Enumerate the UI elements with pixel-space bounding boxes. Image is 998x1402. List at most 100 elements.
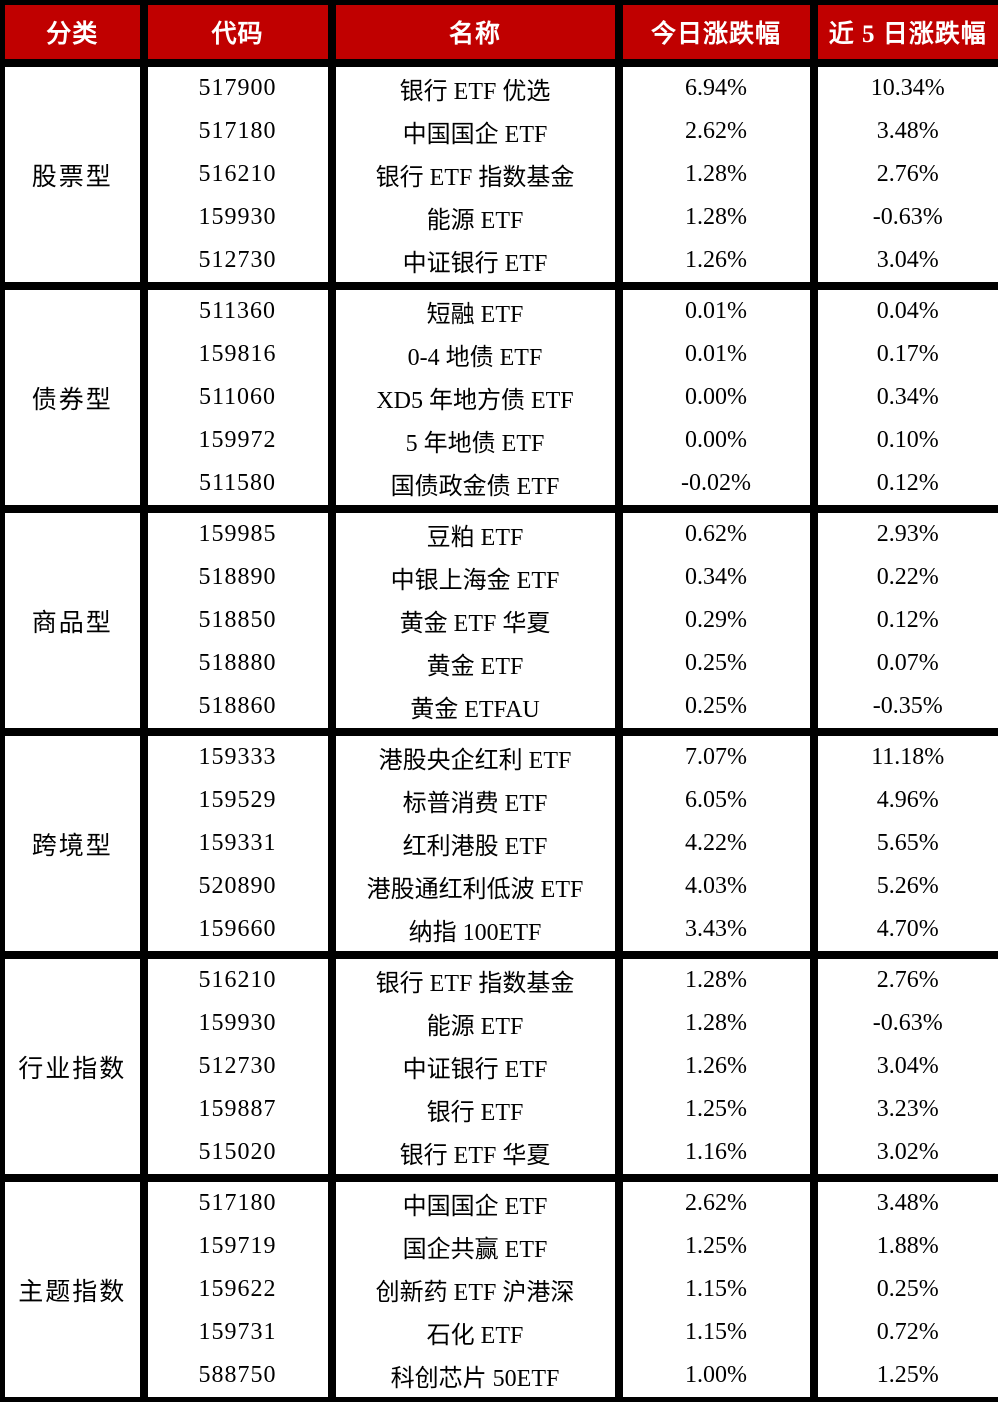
today-change-cell: 1.16% bbox=[619, 1131, 814, 1178]
today-change-cell: 1.15% bbox=[619, 1268, 814, 1311]
code-cell: 159972 bbox=[144, 419, 332, 462]
five-day-change-cell: 0.25% bbox=[814, 1268, 998, 1311]
column-header-code: 代码 bbox=[144, 3, 332, 64]
code-cell: 159622 bbox=[144, 1268, 332, 1311]
today-change-cell: 0.01% bbox=[619, 333, 814, 376]
name-cell: 0-4 地债 ETF bbox=[332, 333, 619, 376]
five-day-change-cell: 0.07% bbox=[814, 642, 998, 685]
code-cell: 159887 bbox=[144, 1088, 332, 1131]
column-header-name: 名称 bbox=[332, 3, 619, 64]
code-cell: 512730 bbox=[144, 239, 332, 286]
five-day-change-cell: 4.96% bbox=[814, 779, 998, 822]
five-day-change-cell: 3.48% bbox=[814, 1178, 998, 1225]
category-cell: 行业指数 bbox=[3, 955, 144, 1178]
five-day-change-cell: 0.10% bbox=[814, 419, 998, 462]
code-cell: 518860 bbox=[144, 685, 332, 732]
name-cell: 豆粕 ETF bbox=[332, 509, 619, 556]
name-cell: 纳指 100ETF bbox=[332, 908, 619, 955]
today-change-cell: 0.34% bbox=[619, 556, 814, 599]
column-header-category: 分类 bbox=[3, 3, 144, 64]
today-change-cell: 2.62% bbox=[619, 110, 814, 153]
today-change-cell: 4.22% bbox=[619, 822, 814, 865]
today-change-cell: 1.00% bbox=[619, 1354, 814, 1400]
code-cell: 159930 bbox=[144, 196, 332, 239]
today-change-cell: 1.28% bbox=[619, 955, 814, 1002]
column-header-today-change: 今日涨跌幅 bbox=[619, 3, 814, 64]
name-cell: 科创芯片 50ETF bbox=[332, 1354, 619, 1400]
today-change-cell: 6.05% bbox=[619, 779, 814, 822]
five-day-change-cell: 2.76% bbox=[814, 153, 998, 196]
today-change-cell: 3.43% bbox=[619, 908, 814, 955]
code-cell: 159816 bbox=[144, 333, 332, 376]
name-cell: 标普消费 ETF bbox=[332, 779, 619, 822]
five-day-change-cell: 1.25% bbox=[814, 1354, 998, 1400]
five-day-change-cell: 1.88% bbox=[814, 1225, 998, 1268]
name-cell: 能源 ETF bbox=[332, 1002, 619, 1045]
name-cell: 银行 ETF 指数基金 bbox=[332, 955, 619, 1002]
five-day-change-cell: 10.34% bbox=[814, 63, 998, 110]
today-change-cell: 0.25% bbox=[619, 642, 814, 685]
today-change-cell: 1.26% bbox=[619, 1045, 814, 1088]
five-day-change-cell: 4.70% bbox=[814, 908, 998, 955]
name-cell: 中证银行 ETF bbox=[332, 239, 619, 286]
code-cell: 588750 bbox=[144, 1354, 332, 1400]
name-cell: 黄金 ETFAU bbox=[332, 685, 619, 732]
category-cell: 债券型 bbox=[3, 286, 144, 509]
five-day-change-cell: 5.65% bbox=[814, 822, 998, 865]
five-day-change-cell: 2.76% bbox=[814, 955, 998, 1002]
five-day-change-cell: 0.04% bbox=[814, 286, 998, 333]
code-cell: 511060 bbox=[144, 376, 332, 419]
name-cell: 中国国企 ETF bbox=[332, 110, 619, 153]
today-change-cell: 6.94% bbox=[619, 63, 814, 110]
table-header-row: 分类代码名称今日涨跌幅近 5 日涨跌幅 bbox=[3, 3, 998, 64]
five-day-change-cell: 0.12% bbox=[814, 462, 998, 509]
name-cell: 港股通红利低波 ETF bbox=[332, 865, 619, 908]
code-cell: 518890 bbox=[144, 556, 332, 599]
column-header-five-day-change: 近 5 日涨跌幅 bbox=[814, 3, 998, 64]
today-change-cell: 4.03% bbox=[619, 865, 814, 908]
name-cell: 中银上海金 ETF bbox=[332, 556, 619, 599]
code-cell: 159333 bbox=[144, 732, 332, 779]
code-cell: 518850 bbox=[144, 599, 332, 642]
code-cell: 511360 bbox=[144, 286, 332, 333]
code-cell: 159731 bbox=[144, 1311, 332, 1354]
today-change-cell: 1.15% bbox=[619, 1311, 814, 1354]
five-day-change-cell: -0.63% bbox=[814, 1002, 998, 1045]
code-cell: 159529 bbox=[144, 779, 332, 822]
five-day-change-cell: -0.63% bbox=[814, 196, 998, 239]
today-change-cell: 1.25% bbox=[619, 1225, 814, 1268]
today-change-cell: -0.02% bbox=[619, 462, 814, 509]
today-change-cell: 7.07% bbox=[619, 732, 814, 779]
five-day-change-cell: 3.02% bbox=[814, 1131, 998, 1178]
name-cell: 黄金 ETF 华夏 bbox=[332, 599, 619, 642]
today-change-cell: 2.62% bbox=[619, 1178, 814, 1225]
five-day-change-cell: -0.35% bbox=[814, 685, 998, 732]
today-change-cell: 0.62% bbox=[619, 509, 814, 556]
five-day-change-cell: 3.23% bbox=[814, 1088, 998, 1131]
name-cell: 短融 ETF bbox=[332, 286, 619, 333]
today-change-cell: 0.01% bbox=[619, 286, 814, 333]
category-cell: 跨境型 bbox=[3, 732, 144, 955]
five-day-change-cell: 3.48% bbox=[814, 110, 998, 153]
code-cell: 159719 bbox=[144, 1225, 332, 1268]
today-change-cell: 1.28% bbox=[619, 153, 814, 196]
